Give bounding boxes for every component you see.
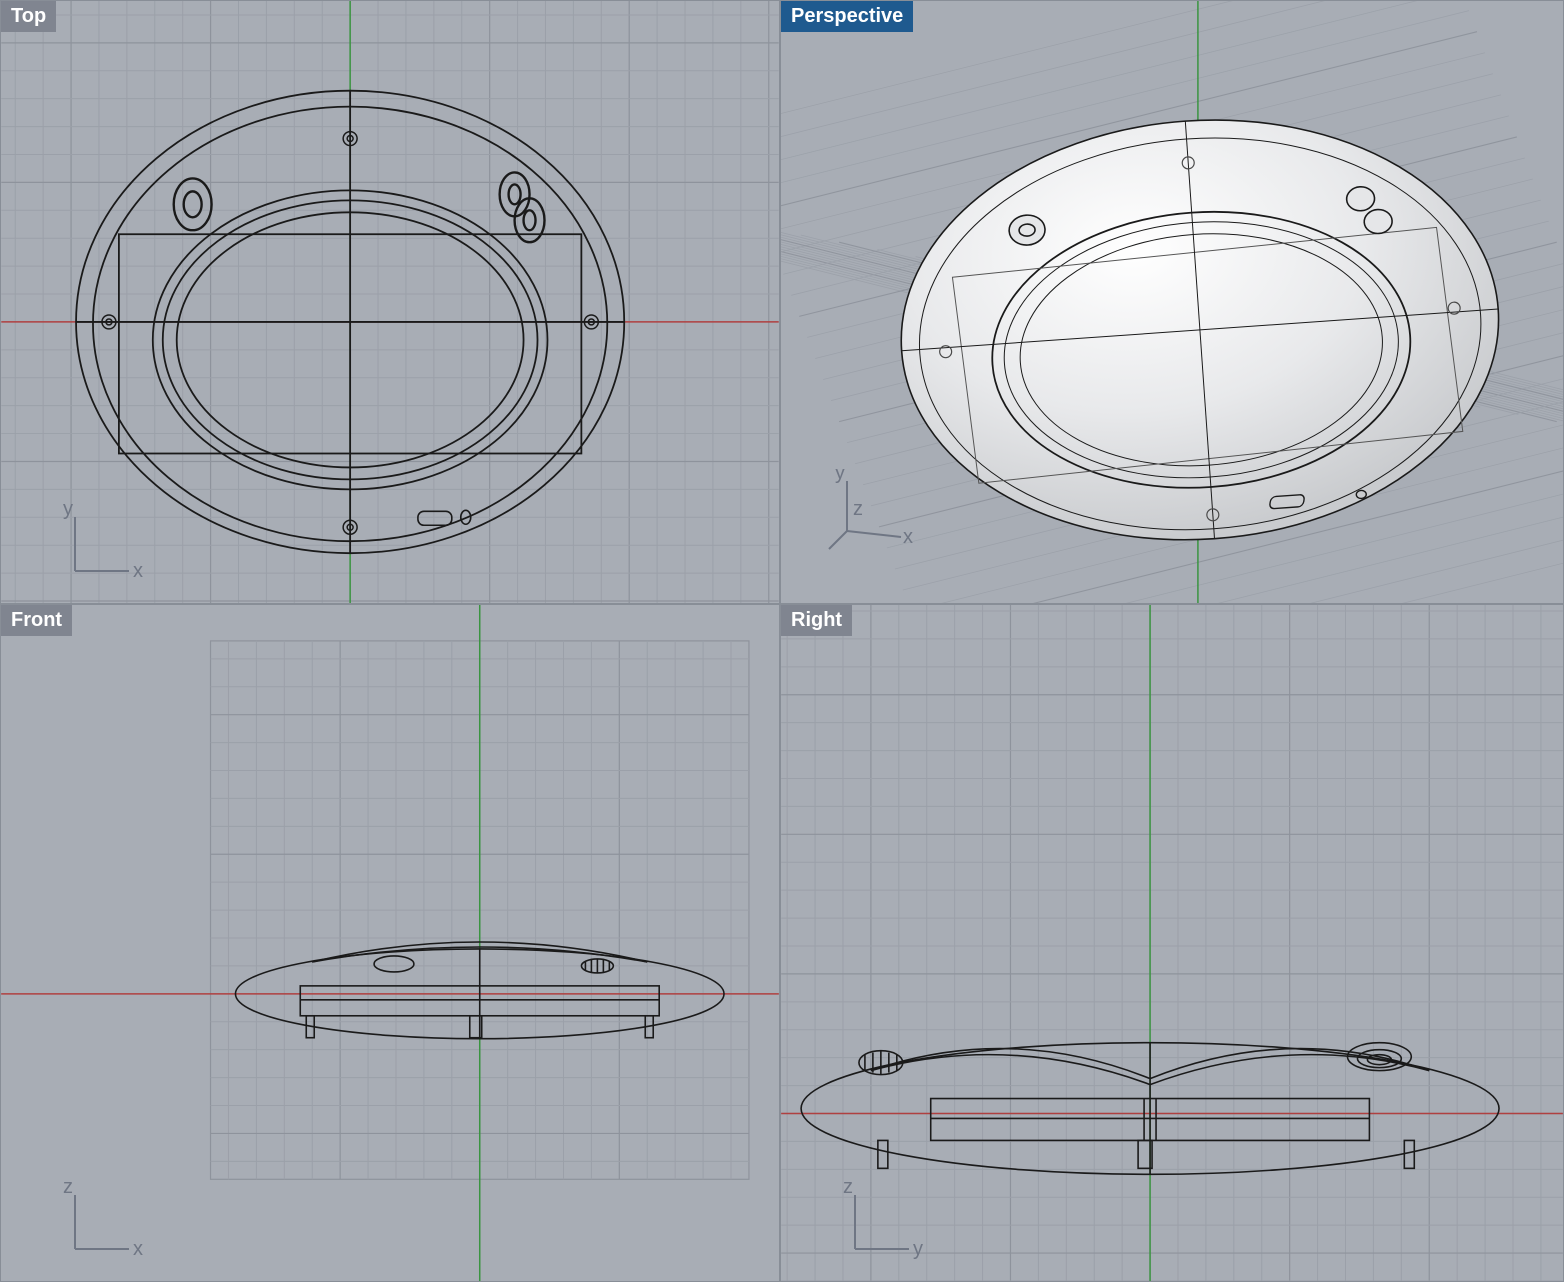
object-right (781, 605, 1563, 1281)
object-perspective (781, 1, 1563, 603)
viewport-label-top[interactable]: Top (1, 1, 56, 32)
viewport-quad: Top (0, 0, 1564, 1282)
viewport-label-front[interactable]: Front (1, 605, 72, 636)
viewport-top[interactable]: Top (0, 0, 780, 604)
viewport-front[interactable]: Front (0, 604, 780, 1282)
object-top (1, 1, 779, 603)
viewport-right[interactable]: Right (780, 604, 1564, 1282)
object-front (1, 605, 779, 1281)
viewport-label-perspective[interactable]: Perspective (781, 1, 913, 32)
viewport-label-right[interactable]: Right (781, 605, 852, 636)
viewport-perspective[interactable]: Perspective (780, 0, 1564, 604)
